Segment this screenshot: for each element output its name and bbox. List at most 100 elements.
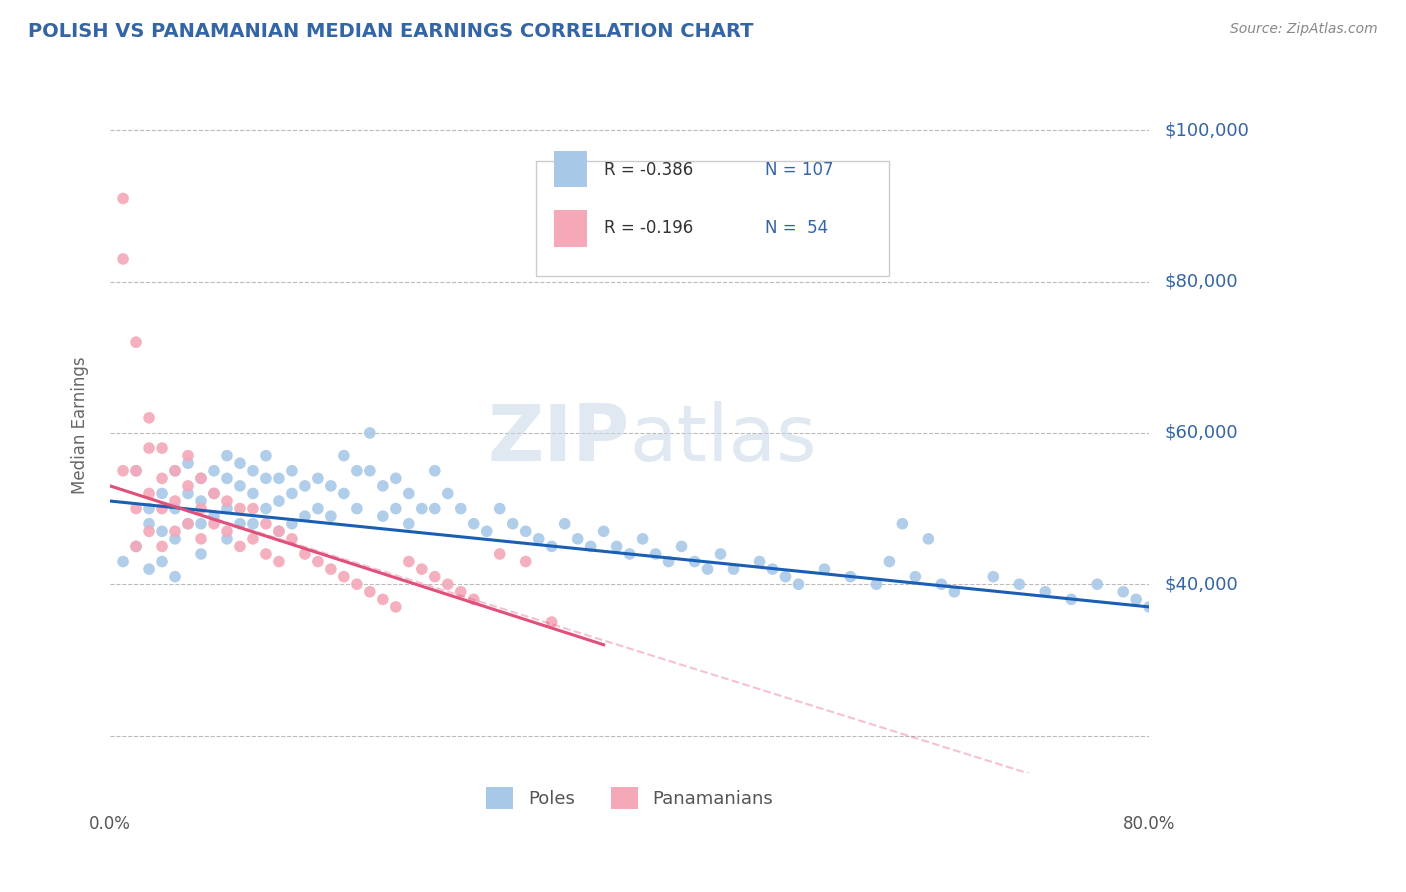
Point — [423, 569, 446, 583]
Point — [981, 569, 1004, 583]
Point — [540, 540, 562, 554]
Point — [346, 501, 368, 516]
Point — [202, 516, 225, 531]
Point — [398, 516, 420, 531]
Point — [267, 494, 290, 508]
Point — [150, 486, 173, 500]
Point — [1060, 592, 1083, 607]
Point — [1008, 577, 1031, 591]
Point — [839, 569, 862, 583]
Text: atlas: atlas — [630, 401, 817, 477]
Point — [333, 569, 356, 583]
Point — [1125, 592, 1147, 607]
Point — [385, 501, 408, 516]
Point — [125, 464, 148, 478]
Point — [631, 532, 654, 546]
Point — [891, 516, 914, 531]
FancyBboxPatch shape — [536, 161, 890, 276]
Point — [787, 577, 810, 591]
Point — [709, 547, 731, 561]
Text: R = -0.386: R = -0.386 — [603, 161, 693, 179]
Point — [385, 599, 408, 614]
Point — [398, 555, 420, 569]
Point — [346, 577, 368, 591]
Point — [254, 547, 277, 561]
Point — [423, 464, 446, 478]
Point — [671, 540, 693, 554]
Point — [579, 540, 602, 554]
Point — [1112, 584, 1135, 599]
Point — [190, 501, 212, 516]
Point — [267, 555, 290, 569]
Point — [138, 524, 160, 539]
Point — [215, 501, 238, 516]
Text: $80,000: $80,000 — [1164, 273, 1239, 291]
Point — [450, 501, 472, 516]
Text: R = -0.196: R = -0.196 — [603, 219, 693, 237]
Point — [1085, 577, 1108, 591]
Point — [267, 471, 290, 485]
Point — [229, 456, 252, 470]
Point — [229, 540, 252, 554]
Point — [202, 486, 225, 500]
Point — [229, 516, 252, 531]
Point — [592, 524, 614, 539]
Point — [242, 464, 264, 478]
Point — [215, 449, 238, 463]
Point — [150, 540, 173, 554]
Point — [359, 584, 381, 599]
Point — [527, 532, 550, 546]
Point — [177, 449, 200, 463]
Point — [658, 555, 681, 569]
Point — [775, 569, 797, 583]
Point — [254, 516, 277, 531]
Point — [515, 555, 537, 569]
Point — [138, 501, 160, 516]
Point — [163, 569, 186, 583]
Point — [502, 516, 524, 531]
Point — [813, 562, 835, 576]
Text: Source: ZipAtlas.com: Source: ZipAtlas.com — [1230, 22, 1378, 37]
Point — [567, 532, 589, 546]
Point — [436, 486, 458, 500]
Point — [190, 516, 212, 531]
Point — [371, 592, 394, 607]
Point — [177, 456, 200, 470]
Point — [488, 547, 510, 561]
Point — [411, 501, 433, 516]
Point — [190, 547, 212, 561]
Point — [346, 464, 368, 478]
Point — [515, 524, 537, 539]
Point — [138, 410, 160, 425]
Point — [475, 524, 498, 539]
Point — [307, 555, 329, 569]
Point — [215, 524, 238, 539]
Point — [723, 562, 745, 576]
Point — [423, 501, 446, 516]
Point — [177, 516, 200, 531]
Point — [112, 252, 135, 266]
Point — [138, 486, 160, 500]
Point — [540, 615, 562, 629]
Point — [138, 516, 160, 531]
Point — [761, 562, 783, 576]
Point — [150, 441, 173, 455]
Point — [931, 577, 953, 591]
Point — [904, 569, 927, 583]
Point — [163, 532, 186, 546]
Text: N = 107: N = 107 — [765, 161, 834, 179]
Point — [242, 501, 264, 516]
Point — [190, 494, 212, 508]
Point — [163, 524, 186, 539]
Point — [150, 524, 173, 539]
Point — [229, 501, 252, 516]
Point — [319, 479, 342, 493]
Point — [163, 464, 186, 478]
Point — [150, 555, 173, 569]
Point — [683, 555, 706, 569]
Point — [190, 471, 212, 485]
Point — [163, 494, 186, 508]
Point — [202, 486, 225, 500]
Point — [125, 540, 148, 554]
Text: $40,000: $40,000 — [1164, 575, 1239, 593]
